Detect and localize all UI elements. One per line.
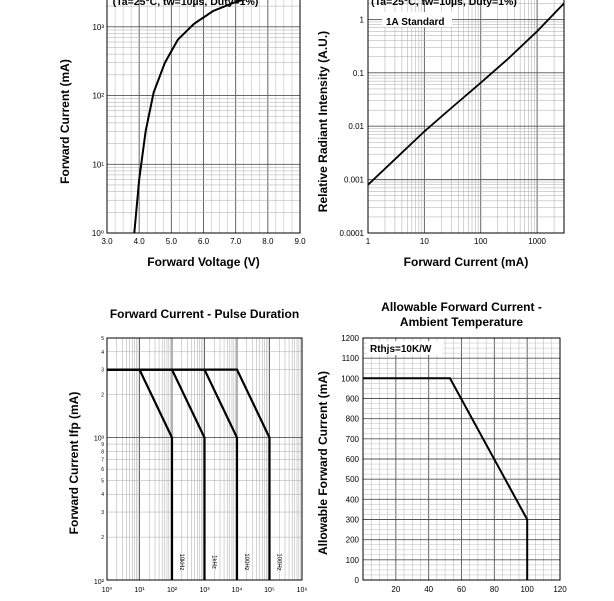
y-tick-label: 1200	[341, 334, 359, 343]
y-tick-label: 100	[346, 556, 360, 565]
y-tick-label: 900	[346, 395, 360, 404]
y-tick-label: 0.01	[348, 122, 364, 131]
series-label: 100Hz	[243, 553, 249, 570]
y-minor-tick-label: 9	[101, 442, 104, 448]
x-tick-label: 10³	[199, 587, 210, 594]
chart-relative-intensity: (Ta=25°C, tw=10µs, Duty=1%) 1A Standard 1 1…	[316, 0, 565, 269]
x-tick-label: 10⁵	[264, 587, 275, 594]
y-minor-tick-label: 7	[101, 458, 104, 464]
y-tick-label: 200	[346, 536, 360, 545]
y-axis-label: Forward Current (mA)	[58, 59, 72, 184]
chart-header: (Ta=25°C, tw=10µs, Duty=1%)	[113, 0, 259, 8]
derating-curve	[363, 377, 529, 580]
x-tick-label: 10	[420, 237, 429, 246]
y-minor-tick-label: 2	[101, 535, 104, 541]
annotation-label: Rthjs=10K/W	[370, 344, 432, 355]
y-minor-tick-label: 3	[101, 510, 104, 516]
chart-title: Forward Current - Pulse Duration	[110, 307, 299, 321]
x-tick-label: 10⁶	[297, 587, 308, 594]
y-tick-label: 700	[346, 435, 360, 444]
y-axis-label: Relative Radiant Intensity (A.U.)	[316, 31, 330, 212]
y-minor-tick-label: 3	[101, 368, 104, 374]
x-tick-label: 80	[490, 585, 499, 594]
y-tick-label: 10³	[92, 23, 104, 32]
x-tick-label: 10²	[167, 587, 178, 594]
x-tick-label: 6.0	[198, 237, 210, 246]
x-tick-label: 10⁰	[102, 586, 113, 594]
y-tick-label: 0.0001	[340, 229, 365, 238]
annotation-label: 1A Standard	[386, 17, 445, 28]
x-tick-label: 5.0	[166, 237, 178, 246]
y-minor-tick-label: 2	[101, 393, 104, 399]
y-minor-tick-label: 6	[101, 467, 104, 473]
y-tick-label: 400	[346, 495, 360, 504]
x-tick-label: 10¹	[134, 587, 145, 594]
y-minor-tick-label: 4	[101, 492, 104, 498]
y-minor-tick-label: 5	[101, 336, 104, 342]
iv-curve	[133, 0, 247, 234]
x-tick-label: 120	[553, 585, 567, 594]
y-minor-tick-label: 5	[101, 478, 104, 484]
y-tick-label: 500	[346, 475, 360, 484]
y-tick-label: 10¹	[92, 160, 104, 169]
x-tick-label: 9.0	[294, 237, 306, 246]
x-tick-label: 3.0	[101, 237, 113, 246]
y-tick-label: 10³	[94, 436, 105, 443]
series-label: 1kHz	[211, 555, 217, 569]
x-tick-label: 1000	[528, 237, 546, 246]
chart-title: Allowable Forward Current -	[381, 300, 542, 314]
plot-border	[367, 0, 565, 234]
y-axis-label: Allowable Forward Current (mA)	[316, 371, 330, 555]
y-tick-label: 0	[355, 576, 360, 585]
plot-frame	[106, 0, 301, 234]
y-tick-label: 1	[360, 15, 365, 24]
y-tick-label: 600	[346, 455, 360, 464]
y-minor-tick-label: 4	[101, 350, 104, 356]
x-tick-label: 4.0	[134, 237, 146, 246]
chart-derating: Allowable Forward Current -Ambient Tempe…	[316, 300, 567, 594]
plot-frame	[367, 0, 565, 234]
chart-pulse-duration: Forward Current - Pulse Duration 10⁰ 10¹ 10…	[67, 307, 307, 594]
y-tick-label: 0.001	[344, 176, 365, 185]
chart-forward-voltage: (Ta=25°C, tw=10µs, Duty=1%) 3.0 4.0 5.0 6.0 7…	[58, 0, 306, 269]
y-axis-label: Forward Current Ifp (mA)	[67, 392, 81, 535]
y-tick-label: 10⁰	[92, 229, 104, 238]
y-minor-tick-label: 8	[101, 449, 104, 455]
intensity-curve	[367, 2, 565, 186]
x-tick-label: 1	[366, 237, 371, 246]
annotation-bg	[367, 341, 443, 355]
x-tick-label: 60	[457, 585, 466, 594]
y-tick-label: 800	[346, 415, 360, 424]
chart-title: Ambient Temperature	[400, 315, 523, 329]
y-tick-label: 10²	[94, 579, 105, 586]
plot-border	[362, 337, 561, 581]
x-axis-label: Forward Voltage (V)	[147, 255, 259, 269]
annotation-bg	[382, 12, 452, 27]
chart-header: (Ta=25°C, tw=10µs, Duty=1%)	[371, 0, 517, 8]
pulse-curve-3	[107, 368, 271, 580]
x-axis-label: Forward Current (mA)	[404, 255, 529, 269]
x-tick-label: 20	[391, 585, 400, 594]
y-tick-label: 10²	[92, 92, 104, 101]
y-tick-label: 300	[346, 516, 360, 525]
x-tick-label: 40	[424, 585, 433, 594]
y-tick-label: 0.1	[353, 69, 365, 78]
series-label: 100Hz	[276, 553, 282, 570]
series-label: 10kHz	[178, 553, 184, 570]
x-tick-label: 7.0	[230, 237, 242, 246]
x-tick-label: 10⁴	[232, 587, 243, 594]
x-tick-label: 100	[520, 585, 534, 594]
x-tick-label: 100	[474, 237, 488, 246]
x-tick-label: 8.0	[262, 237, 274, 246]
y-tick-label: 1100	[342, 354, 360, 363]
y-tick-label: 1000	[341, 374, 359, 383]
